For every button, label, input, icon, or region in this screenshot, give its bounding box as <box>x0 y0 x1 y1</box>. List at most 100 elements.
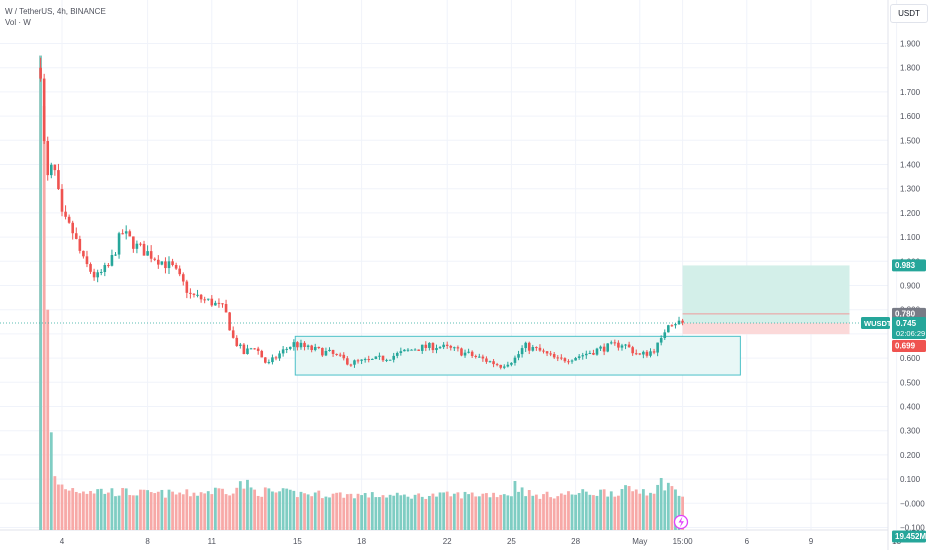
candle-body <box>214 302 217 306</box>
candle-body <box>210 298 214 306</box>
volume-bar <box>299 491 303 530</box>
candle-body <box>599 346 602 349</box>
candle-body <box>428 342 431 348</box>
volume-bar <box>189 496 192 530</box>
target-zone[interactable] <box>682 265 850 324</box>
currency-button[interactable]: USDT <box>890 4 928 23</box>
candle-body <box>502 366 506 368</box>
candle-body <box>531 347 535 351</box>
price-tick-label: −0.000 <box>900 499 925 508</box>
volume-bar <box>599 489 602 530</box>
volume-bar <box>89 491 92 530</box>
candle-body <box>317 346 321 348</box>
volume-bar <box>481 493 485 530</box>
volume-bar <box>602 489 606 530</box>
candle-body <box>239 344 242 346</box>
symbol-tag-bg <box>861 317 890 330</box>
candle-body <box>538 347 542 351</box>
candle-body <box>545 351 549 354</box>
candle-body <box>206 298 210 300</box>
candle-body <box>674 324 677 326</box>
candle-body <box>552 354 556 358</box>
stop-zone[interactable] <box>682 323 850 335</box>
candle-body <box>64 211 67 217</box>
candle-body <box>196 294 199 296</box>
candle-body <box>445 344 449 346</box>
volume-bar <box>624 485 627 530</box>
chart-legend: W / TetherUS, 4h, BINANCE Vol · W <box>5 6 106 28</box>
volume-bar <box>641 489 645 530</box>
candle-body <box>609 342 613 344</box>
volume-bar <box>634 489 638 530</box>
candle-body <box>107 265 110 267</box>
candle-body <box>221 303 224 305</box>
candle-body <box>453 347 456 349</box>
candle-body <box>488 361 492 363</box>
candle-body <box>167 261 171 269</box>
candle-body <box>253 348 256 350</box>
candle-body <box>78 238 82 251</box>
candle-body <box>659 337 663 343</box>
candle-body <box>185 281 189 293</box>
volume-bar <box>370 492 374 530</box>
volume-bar <box>674 489 677 530</box>
volume-bar <box>164 497 167 530</box>
volume-bar <box>663 490 667 530</box>
volume-bar <box>128 495 132 530</box>
price-tick-label: 0.400 <box>900 403 921 412</box>
volume-bar <box>677 495 681 530</box>
candle-body <box>385 359 388 361</box>
volume-bar <box>274 492 278 530</box>
candle-body <box>278 353 281 359</box>
volume-bar <box>681 496 684 530</box>
volume-bar <box>110 488 114 530</box>
volume-bar <box>57 484 60 530</box>
volume-bar <box>502 494 506 530</box>
candle-body <box>181 274 185 282</box>
volume-bar <box>160 489 164 530</box>
candle-body <box>178 268 181 275</box>
candle-body <box>527 342 531 351</box>
candle-body <box>542 350 545 352</box>
volume-indicator-title: Vol · W <box>5 18 31 27</box>
candle-body <box>652 351 656 353</box>
candle-body <box>613 342 617 344</box>
volume-bar <box>246 479 249 530</box>
candle-body <box>249 348 253 350</box>
candle-body <box>342 354 346 359</box>
volume-bar <box>638 493 642 530</box>
volume-bar <box>260 496 264 530</box>
candle-body <box>585 353 588 356</box>
candle-body <box>378 355 381 357</box>
volume-bar <box>92 493 96 530</box>
volume-bar <box>281 488 285 530</box>
volume-bar <box>171 491 174 530</box>
volume-bar <box>649 492 652 530</box>
volume-bar <box>435 496 438 530</box>
candle-body <box>67 216 71 223</box>
volume-bar <box>278 491 281 530</box>
volume-bar <box>381 495 385 530</box>
candle-body <box>192 293 196 295</box>
volume-bar <box>263 487 267 530</box>
volume-bar <box>474 496 478 530</box>
candle-body <box>306 345 310 347</box>
volume-bar <box>534 494 538 530</box>
candle-body <box>403 349 406 352</box>
volume-bar <box>617 495 620 530</box>
volume-bar <box>317 490 321 530</box>
time-tick-label: 11 <box>208 537 217 546</box>
candle-body <box>124 231 128 234</box>
volume-bar <box>577 493 581 530</box>
candle-body <box>217 302 221 304</box>
candle-body <box>139 243 142 245</box>
candle-body <box>149 251 153 259</box>
lightning-icon[interactable] <box>673 514 689 530</box>
candle-body <box>57 170 60 190</box>
candle-body <box>463 352 467 356</box>
candle-body <box>363 359 367 361</box>
candle-body <box>663 332 667 338</box>
volume-bar <box>449 496 453 530</box>
